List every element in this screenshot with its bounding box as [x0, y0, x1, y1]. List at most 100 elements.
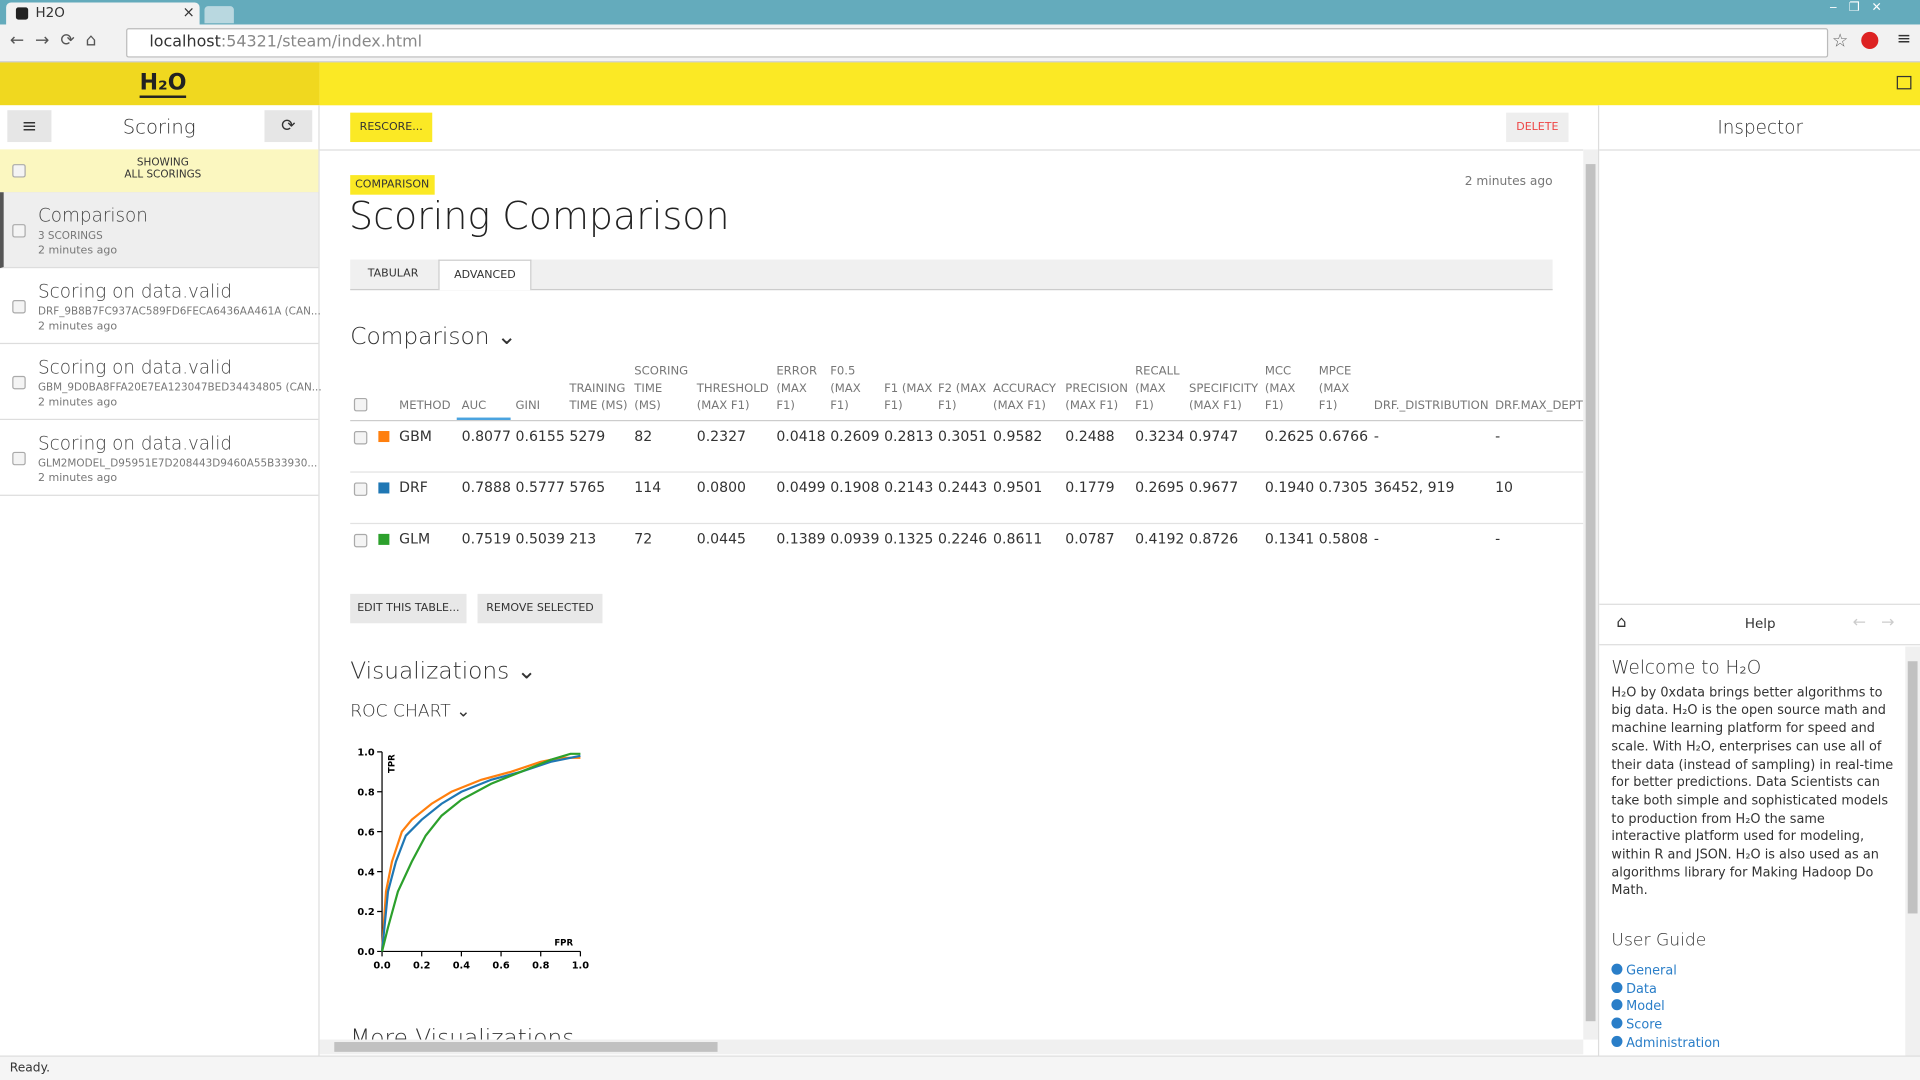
guide-link[interactable]: Score — [1611, 1016, 1895, 1034]
tab[interactable]: TABULAR — [367, 268, 419, 281]
column-header[interactable]: SPECIFICITY (MAX F1) — [1188, 382, 1259, 413]
scroll-thumb[interactable] — [1907, 661, 1918, 914]
column-header[interactable]: DRF.MAX_DEPTH — [1495, 399, 1584, 413]
column-header[interactable]: THRESHOLD (MAX F1) — [696, 382, 769, 413]
column-header[interactable]: TRAINING TIME (MS) — [569, 382, 628, 413]
checkbox[interactable] — [353, 482, 368, 496]
cell: 0.0445 — [696, 530, 747, 548]
column-header[interactable]: PRECISION (MAX F1) — [1065, 382, 1128, 413]
column-header[interactable]: F1 (MAX F1) — [884, 382, 933, 413]
column-header[interactable]: SCORING TIME (MS) — [634, 364, 689, 413]
guide-link[interactable]: Data — [1611, 980, 1895, 998]
cell: 0.1341 — [1264, 530, 1315, 548]
column-header[interactable]: RECALL (MAX F1) — [1135, 364, 1180, 413]
vertical-scrollbar[interactable] — [1905, 646, 1920, 1056]
chart-title: ROC CHART — [350, 701, 451, 722]
y-axis-label: TPR — [387, 754, 397, 773]
tab-active[interactable]: ADVANCED — [438, 259, 532, 291]
vertical-scrollbar[interactable] — [1583, 149, 1598, 1040]
column-header[interactable]: ERROR (MAX F1) — [776, 364, 818, 413]
help-icon — [1611, 963, 1623, 975]
checkbox[interactable] — [353, 431, 368, 445]
cell: 0.9677 — [1188, 478, 1239, 496]
column-header[interactable]: F0.5 (MAX F1) — [830, 364, 861, 413]
cell: 0.9501 — [993, 478, 1043, 496]
cell: 0.7519 — [461, 530, 511, 548]
refresh-button[interactable]: ⟳ — [264, 110, 313, 143]
item-title: Scoring on data.valid — [37, 432, 233, 455]
edit-button[interactable]: EDIT THIS TABLE... — [350, 593, 467, 624]
new-tab[interactable] — [204, 6, 234, 24]
tab-close[interactable]: × — [182, 3, 195, 21]
cell: 0.0787 — [1065, 530, 1115, 548]
help-nav[interactable]: ← → — [1852, 613, 1895, 632]
x-tick-label: 0.0 — [373, 961, 391, 972]
cell: 0.1940 — [1264, 478, 1315, 496]
column-header[interactable]: MPCE (MAX F1) — [1318, 364, 1352, 413]
help-text: H₂O by 0xdata brings better algorithms t… — [1611, 685, 1894, 899]
column-header[interactable]: AUC — [461, 399, 487, 413]
scoring-item[interactable]: Scoring on data.valid DRF_9B8B7FC937AC589… — [0, 268, 321, 345]
nav-buttons[interactable]: ← → ⟳ ⌂ — [9, 30, 97, 51]
delete-button[interactable]: DELETE — [1506, 112, 1569, 143]
scroll-thumb[interactable] — [1585, 164, 1596, 1022]
help-icon — [1611, 1035, 1623, 1047]
roc-line — [380, 754, 581, 952]
cell: 0.2143 — [884, 478, 934, 496]
extension-icon[interactable] — [1861, 31, 1879, 49]
column-header[interactable]: MCC (MAX F1) — [1264, 364, 1296, 413]
checkbox[interactable] — [12, 300, 26, 314]
section-title[interactable]: Comparison ⌄ — [350, 323, 517, 351]
item-subtitle: 3 SCORINGS — [37, 230, 103, 243]
window-controls[interactable]: ‒ ❐ ✕ — [1829, 1, 1882, 15]
inspector: Inspector ⌂ Help ← → Welcome to H₂O H₂O … — [1597, 105, 1920, 1056]
column-header[interactable]: GINI — [515, 399, 541, 413]
scroll-thumb[interactable] — [334, 1042, 718, 1052]
favicon — [15, 7, 29, 20]
cell: 82 — [634, 427, 653, 445]
swatch — [378, 431, 390, 443]
checkbox[interactable] — [353, 397, 368, 412]
chart-heading[interactable]: ROC CHART ⌄ — [350, 701, 471, 722]
url-box[interactable]: localhost:54321/steam/index.html ☆ — [126, 28, 1848, 58]
column-header[interactable]: METHOD — [399, 399, 451, 413]
cell: 0.1325 — [884, 530, 934, 548]
horizontal-scrollbar[interactable] — [319, 1039, 1584, 1055]
menu-button[interactable]: ≡ — [7, 110, 52, 143]
menu[interactable]: ≡ — [1896, 29, 1912, 49]
header-border — [350, 420, 1584, 422]
panel-toggle[interactable] — [1896, 75, 1912, 90]
y-tick-label: 0.8 — [357, 787, 375, 798]
column-header[interactable]: ACCURACY (MAX F1) — [993, 382, 1056, 413]
checkbox[interactable] — [12, 164, 26, 178]
scoring-item[interactable]: Scoring on data.valid GBM_9D0BA8FFA20E7EA… — [0, 344, 322, 421]
star[interactable]: ☆ — [1831, 29, 1849, 52]
cell: 0.9747 — [1188, 427, 1239, 445]
logo[interactable]: H₂O — [139, 70, 187, 98]
sidebar-title: Scoring — [122, 115, 196, 139]
remove-button[interactable]: REMOVE SELECTED — [477, 593, 603, 624]
guide-link[interactable]: Administration — [1611, 1034, 1895, 1052]
column-header[interactable]: F2 (MAX F1) — [937, 382, 987, 413]
rescore-button[interactable]: RESCORE... — [350, 112, 433, 143]
method: GLM — [399, 530, 431, 548]
tab[interactable]: H2O × — [6, 2, 200, 25]
section-title[interactable]: Visualizations ⌄ — [350, 657, 537, 685]
cell: 0.2695 — [1135, 478, 1185, 496]
checkbox[interactable] — [353, 533, 368, 548]
item-time: 2 minutes ago — [37, 472, 118, 485]
roc-line — [380, 752, 581, 952]
y-tick-label: 0.4 — [357, 867, 375, 878]
checkbox[interactable] — [12, 224, 26, 238]
column-header[interactable]: DRF._DISTRIBUTION — [1373, 399, 1489, 413]
checkbox[interactable] — [12, 451, 26, 466]
home-icon[interactable]: ⌂ — [1616, 613, 1627, 632]
scoring-item[interactable]: Scoring on data.valid GLM2MODEL_D95951E7D… — [0, 420, 319, 496]
link-text: Model — [1626, 999, 1665, 1015]
guide-link[interactable]: Model — [1611, 998, 1895, 1016]
guide-link[interactable]: General — [1611, 962, 1895, 980]
cell: 36452, 919 — [1373, 478, 1455, 496]
checkbox[interactable] — [12, 375, 26, 390]
scoring-item[interactable]: Comparison 3 SCORINGS 2 minutes ago — [0, 192, 319, 269]
